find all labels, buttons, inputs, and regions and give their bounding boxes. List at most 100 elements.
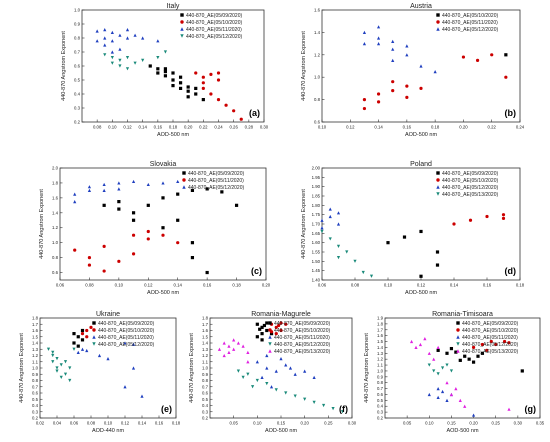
x-tick-label: 0.10 bbox=[108, 125, 117, 130]
legend-entry: 440-870_AE(05/13/2020) bbox=[442, 192, 498, 198]
y-tick-label: 1.70 bbox=[312, 222, 321, 227]
y-tick-label: 1.2 bbox=[377, 357, 384, 362]
data-point bbox=[227, 344, 231, 348]
data-point bbox=[80, 332, 85, 336]
y-tick-label: 1.0 bbox=[202, 366, 209, 371]
data-point bbox=[414, 345, 418, 350]
x-tick-label: 0.25 bbox=[492, 421, 501, 426]
y-tick-label: 0.9 bbox=[377, 374, 384, 379]
data-point bbox=[246, 350, 250, 354]
data-point bbox=[436, 348, 440, 352]
data-point bbox=[186, 89, 190, 93]
y-tick-label: 1.2 bbox=[314, 52, 321, 57]
panel-label: (c) bbox=[251, 266, 262, 276]
data-point bbox=[156, 71, 160, 75]
y-tick-label: 1.2 bbox=[202, 353, 209, 358]
data-point bbox=[51, 350, 55, 354]
legend-entry: 440-870_AE(05/12/2020) bbox=[98, 342, 154, 348]
data-point bbox=[55, 369, 59, 373]
data-point bbox=[402, 235, 407, 239]
data-point bbox=[320, 218, 324, 222]
y-tick-label: 1.85 bbox=[312, 194, 321, 199]
y-tick-label: 1.7 bbox=[32, 322, 39, 327]
y-tick-label: 1.60 bbox=[312, 240, 321, 245]
y-tick-label: 0.8 bbox=[377, 380, 384, 385]
data-point bbox=[171, 71, 175, 75]
y-tick-label: 1.6 bbox=[202, 328, 209, 333]
y-tick-label: 0.5 bbox=[74, 78, 81, 83]
y-tick-label: 1.7 bbox=[202, 322, 209, 327]
legend-entry: 440-870_AE(05/13/2020) bbox=[462, 349, 518, 355]
plot-frame bbox=[59, 167, 267, 281]
y-tick-label: 0.9 bbox=[32, 372, 39, 377]
panel-label: (g) bbox=[525, 404, 537, 414]
data-point bbox=[458, 358, 462, 362]
x-tick-label: 0.35 bbox=[536, 421, 545, 426]
data-point bbox=[110, 39, 114, 43]
data-point bbox=[201, 98, 205, 102]
legend-entry: 440-870_AE(05/10/2020) bbox=[98, 328, 154, 334]
data-point bbox=[161, 181, 165, 185]
data-point bbox=[284, 322, 288, 326]
data-point bbox=[436, 395, 440, 400]
x-tick-label: 0.15 bbox=[277, 421, 286, 426]
data-point bbox=[102, 244, 106, 248]
x-tick-label: 0.20 bbox=[469, 421, 478, 426]
x-tick-label: 0.16 bbox=[155, 421, 164, 426]
data-point bbox=[362, 42, 367, 46]
y-axis-label: 440-870 Angstrom Exponent bbox=[61, 31, 67, 101]
data-point bbox=[445, 351, 449, 355]
data-point bbox=[63, 360, 68, 364]
data-point bbox=[436, 345, 440, 350]
legend-marker bbox=[436, 185, 440, 189]
x-axis-label: AOD-500 nm bbox=[265, 428, 298, 434]
x-tick-label: 0.06 bbox=[56, 283, 65, 288]
legend-marker bbox=[456, 342, 460, 346]
panel-title: Poland bbox=[410, 161, 432, 168]
data-point bbox=[274, 388, 278, 392]
y-axis-label: 440-870 Angstrom Exponent bbox=[301, 189, 307, 259]
data-point bbox=[454, 386, 458, 391]
data-point bbox=[265, 382, 269, 386]
data-point bbox=[320, 229, 324, 234]
data-point bbox=[125, 28, 130, 32]
data-point bbox=[405, 53, 409, 57]
data-point bbox=[103, 53, 107, 57]
legend-entry: 440-870_AE(05/11/2020) bbox=[274, 335, 330, 341]
data-point bbox=[216, 98, 221, 102]
y-tick-label: 1.9 bbox=[377, 316, 384, 321]
data-point bbox=[467, 357, 471, 361]
y-tick-label: 1.8 bbox=[377, 321, 384, 326]
data-point bbox=[161, 226, 165, 230]
x-tick-label: 0.08 bbox=[93, 125, 102, 130]
legend-entry: 440-870_AE(05/09/2020) bbox=[188, 171, 244, 177]
data-point bbox=[427, 351, 431, 355]
data-point bbox=[110, 30, 114, 34]
legend-marker bbox=[180, 13, 184, 17]
data-point bbox=[118, 33, 122, 37]
x-tick-label: 0.12 bbox=[121, 421, 130, 426]
x-tick-label: 0.30 bbox=[260, 125, 269, 130]
data-point bbox=[216, 71, 221, 75]
data-point bbox=[423, 336, 427, 341]
x-tick-label: 0.18 bbox=[232, 283, 241, 288]
y-tick-label: 0.7 bbox=[202, 384, 209, 389]
data-point bbox=[419, 64, 423, 68]
data-point bbox=[232, 109, 236, 113]
data-point bbox=[102, 188, 106, 192]
x-tick-label: 0.18 bbox=[431, 125, 440, 130]
data-point bbox=[232, 338, 236, 342]
y-tick-label: 1.5 bbox=[202, 334, 209, 339]
data-point bbox=[95, 39, 99, 43]
x-tick-label: 0.18 bbox=[172, 421, 181, 426]
y-tick-label: 1.3 bbox=[202, 347, 209, 352]
data-point bbox=[440, 389, 445, 394]
y-tick-label: 1.3 bbox=[377, 351, 384, 356]
data-point bbox=[117, 200, 121, 204]
data-point bbox=[340, 410, 345, 414]
y-tick-label: 1.6 bbox=[52, 195, 59, 200]
y-tick-label: 1.0 bbox=[32, 366, 39, 371]
y-tick-label: 0.2 bbox=[32, 416, 39, 421]
legend-entry: 440-870_AE(05/12/2020) bbox=[462, 342, 518, 348]
x-axis-label: AOD-500 nm bbox=[405, 132, 438, 138]
